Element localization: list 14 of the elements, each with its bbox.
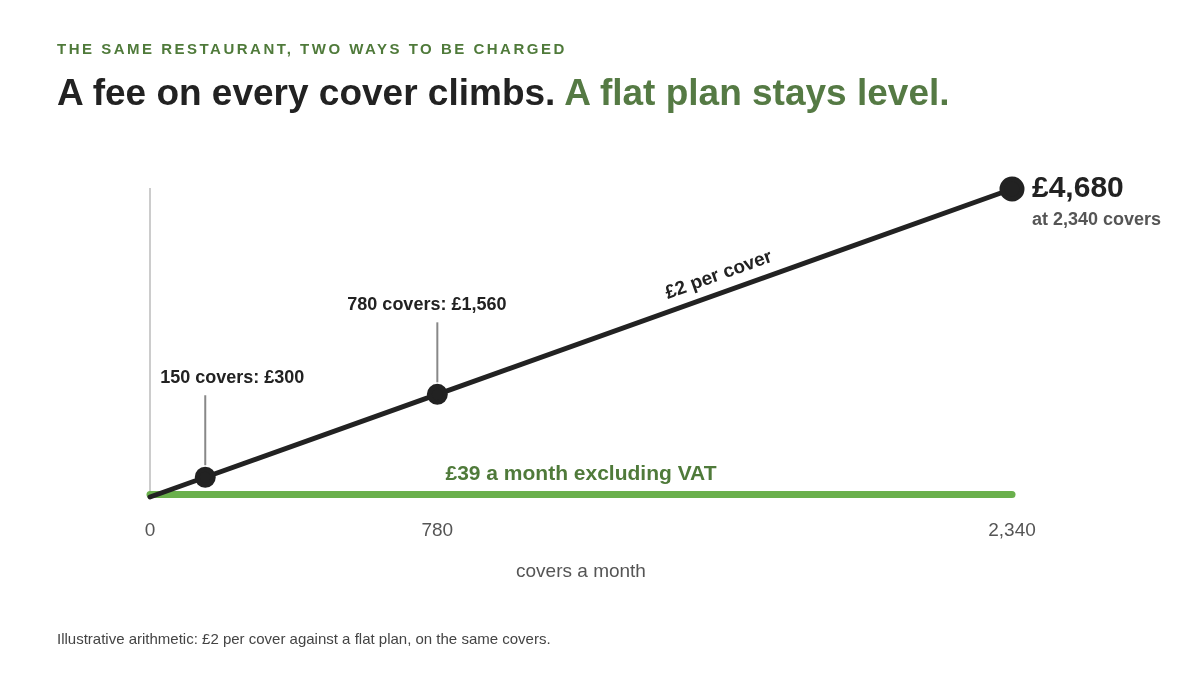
text: THE SAME RESTAURANT, TWO WAYS TO BE CHARGED <box>57 40 567 57</box>
data-label: £4,680 <box>1032 170 1124 204</box>
text: Illustrative arithmetic: £2 per cover against a flat plan, on the same covers. <box>57 630 551 647</box>
chart-subtitle: A flat plan stays level. <box>564 72 950 113</box>
x-tick-label: 780 <box>421 518 454 540</box>
data-label: 780 covers: £1,560 <box>347 294 507 315</box>
annotation: at 2,340 covers <box>1032 208 1162 229</box>
x-tick-label: 0 <box>144 518 156 540</box>
data-label: 150 covers: £300 <box>160 367 305 388</box>
x-tick-label: 2,340 <box>988 518 1036 540</box>
annotation: £2 per cover <box>662 245 776 303</box>
annotation: £39 a month excluding VAT <box>445 460 717 484</box>
chart-title: A fee on every cover climbs. <box>57 72 556 113</box>
x-axis-title: covers a month <box>516 559 646 581</box>
